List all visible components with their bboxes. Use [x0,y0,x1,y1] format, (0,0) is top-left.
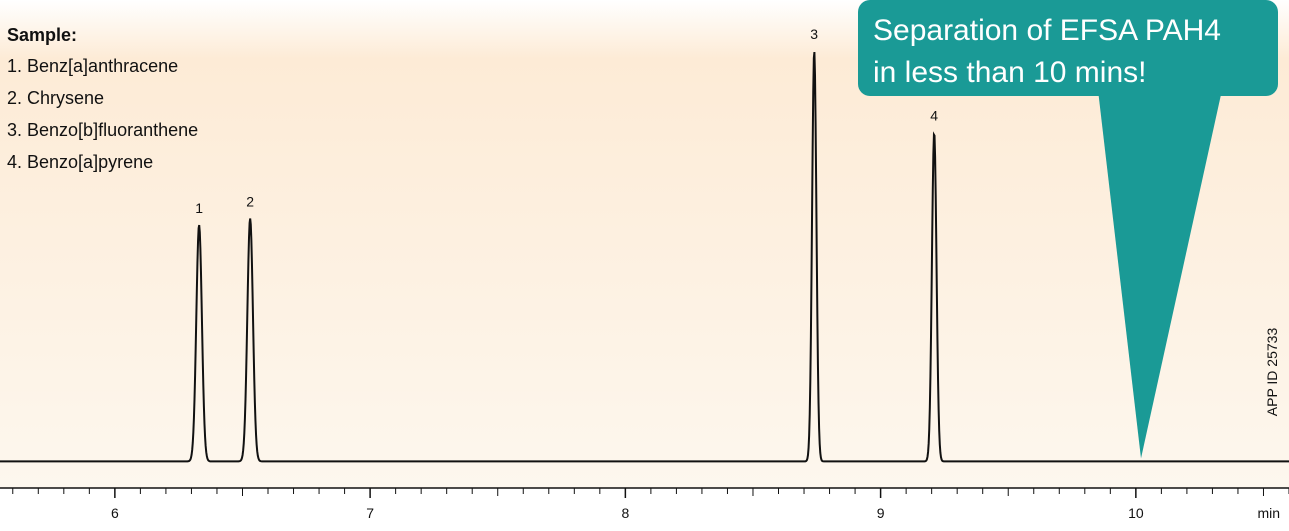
peak-label-2: 2 [246,194,254,210]
x-tick-label-7: 7 [366,505,374,521]
callout: Separation of EFSA PAH4 in less than 10 … [858,0,1278,459]
sample-item-1: 1. Benz[a]anthracene [7,56,178,76]
app-id-label: APP ID 25733 [1264,328,1280,417]
callout-pointer [1098,90,1222,459]
peak-label-1: 1 [195,200,203,216]
x-ticks [12,488,1289,498]
callout-line-2: in less than 10 mins! [873,56,1146,89]
x-tick-labels: 6 7 8 9 10 [111,505,1144,521]
sample-item-2: 2. Chrysene [7,88,104,108]
chromatogram-line [0,51,1289,463]
peak-label-3: 3 [810,26,818,42]
peak-labels: 1 2 3 4 [195,26,938,216]
peak-label-4: 4 [930,107,938,123]
x-tick-label-10: 10 [1128,505,1144,521]
sample-item-3: 3. Benzo[b]fluoranthene [7,120,198,140]
callout-box [858,0,1278,96]
x-axis: 6 7 8 9 10 min [0,487,1289,521]
callout-line-1: Separation of EFSA PAH4 [873,14,1221,47]
sample-title: Sample: [7,25,77,45]
x-tick-label-8: 8 [622,505,630,521]
x-tick-label-6: 6 [111,505,119,521]
sample-legend: Sample: 1. Benz[a]anthracene 2. Chrysene… [7,25,198,172]
sample-item-4: 4. Benzo[a]pyrene [7,152,153,172]
x-axis-unit-label: min [1257,505,1280,521]
x-tick-label-9: 9 [877,505,885,521]
